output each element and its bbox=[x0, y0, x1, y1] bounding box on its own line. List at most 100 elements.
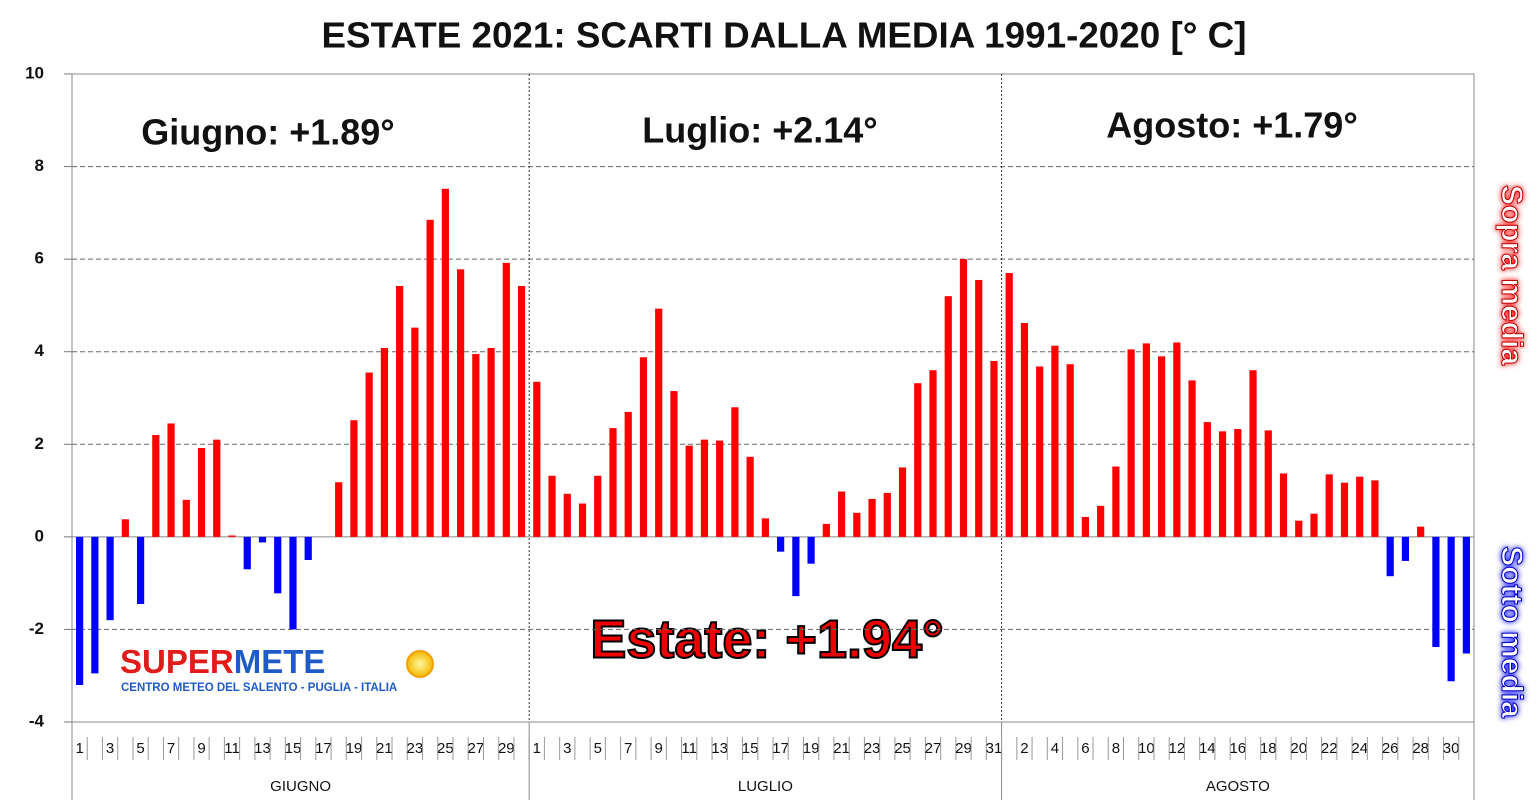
x-tick-label: 14 bbox=[1199, 740, 1216, 757]
bar bbox=[883, 492, 891, 537]
x-tick-label: 17 bbox=[772, 740, 789, 757]
bar bbox=[304, 536, 312, 560]
plot-frame bbox=[71, 73, 1475, 723]
logo: SUPERMETE CENTRO METEO DEL SALENTO - PUG… bbox=[120, 643, 434, 694]
x-tick-label: 9 bbox=[197, 740, 205, 757]
bar bbox=[853, 512, 861, 537]
bar bbox=[594, 475, 602, 537]
bar bbox=[609, 428, 617, 537]
bar bbox=[1447, 536, 1455, 682]
logo-text: SUPERMETE bbox=[120, 643, 325, 680]
bar bbox=[456, 269, 465, 537]
bar bbox=[1432, 536, 1440, 648]
x-tick-label: 7 bbox=[167, 740, 175, 757]
x-tick-label: 23 bbox=[407, 740, 424, 757]
bar bbox=[502, 262, 510, 537]
x-tick-label: 29 bbox=[955, 740, 972, 757]
bar bbox=[396, 285, 404, 537]
bar bbox=[243, 536, 251, 570]
bar bbox=[1279, 473, 1288, 537]
x-tick-label: 23 bbox=[864, 740, 881, 757]
y-tick-label: 8 bbox=[35, 156, 44, 175]
group-label: AGOSTO bbox=[1206, 778, 1270, 795]
bar bbox=[121, 519, 129, 537]
group-label: GIUGNO bbox=[270, 778, 331, 795]
bar bbox=[365, 372, 373, 537]
x-tick-label: 30 bbox=[1443, 740, 1460, 757]
bar bbox=[426, 219, 434, 537]
x-tick-label: 15 bbox=[285, 740, 302, 757]
bar bbox=[258, 536, 267, 543]
bar bbox=[106, 536, 114, 621]
bar bbox=[868, 498, 876, 537]
bar bbox=[639, 357, 648, 537]
bar bbox=[380, 348, 389, 537]
x-tick-label: 12 bbox=[1168, 740, 1185, 757]
bar bbox=[487, 348, 495, 537]
annotation: Agosto: +1.79° bbox=[1106, 105, 1357, 146]
x-tick-label: 21 bbox=[376, 740, 393, 757]
group-label: LUGLIO bbox=[738, 778, 793, 795]
y-tick-label: 10 bbox=[25, 63, 44, 82]
x-tick-label: 25 bbox=[437, 740, 454, 757]
bar bbox=[411, 327, 419, 537]
chart-title: ESTATE 2021: SCARTI DALLA MEDIA 1991-202… bbox=[322, 15, 1247, 56]
x-tick-label: 4 bbox=[1051, 740, 1059, 757]
bar bbox=[1188, 380, 1196, 537]
logo-part: METE bbox=[234, 643, 326, 680]
bar bbox=[1036, 366, 1044, 537]
x-tick-label: 16 bbox=[1229, 740, 1246, 757]
x-tick-label: 13 bbox=[254, 740, 271, 757]
bar bbox=[1310, 513, 1318, 537]
x-tick-label: 19 bbox=[346, 740, 363, 757]
x-tick-label: 11 bbox=[681, 740, 697, 757]
bar bbox=[1295, 520, 1303, 537]
x-tick-label: 26 bbox=[1382, 740, 1399, 757]
bar bbox=[76, 536, 84, 685]
bar bbox=[1097, 505, 1105, 537]
bar bbox=[1417, 526, 1425, 537]
bar bbox=[1325, 474, 1333, 537]
bar bbox=[289, 536, 297, 630]
x-tick-label: 2 bbox=[1020, 740, 1028, 757]
bar bbox=[578, 503, 587, 537]
bar bbox=[1020, 323, 1029, 537]
bar bbox=[1081, 516, 1090, 537]
bar bbox=[944, 296, 952, 537]
x-tick-label: 17 bbox=[315, 740, 332, 757]
annotation: Luglio: +2.14° bbox=[642, 110, 877, 151]
x-tick-label: 20 bbox=[1290, 740, 1307, 757]
bar bbox=[1157, 356, 1166, 537]
y-tick-label: 6 bbox=[35, 249, 44, 268]
x-tick-label: 18 bbox=[1260, 740, 1277, 757]
x-tick-label: 21 bbox=[833, 740, 850, 757]
bar bbox=[837, 491, 846, 537]
bar bbox=[167, 423, 175, 537]
bar bbox=[228, 535, 236, 537]
bar bbox=[136, 536, 145, 604]
bar bbox=[731, 407, 739, 537]
bar bbox=[533, 381, 541, 537]
x-tick-label: 22 bbox=[1321, 740, 1338, 757]
bar bbox=[959, 259, 968, 537]
bar bbox=[1264, 430, 1272, 537]
y-tick-label: -2 bbox=[29, 619, 44, 638]
bar bbox=[213, 439, 221, 537]
bar bbox=[777, 536, 785, 552]
x-tick-label: 11 bbox=[224, 740, 240, 757]
x-tick-label: 27 bbox=[467, 740, 484, 757]
x-tick-label: 1 bbox=[533, 740, 541, 757]
x-tick-label: 25 bbox=[894, 740, 911, 757]
x-tick-label: 29 bbox=[498, 740, 515, 757]
bar bbox=[1234, 429, 1242, 537]
x-tick-label: 31 bbox=[986, 740, 1003, 757]
bar bbox=[441, 188, 449, 537]
bar bbox=[624, 411, 632, 537]
bar bbox=[914, 383, 922, 537]
bar bbox=[1249, 370, 1257, 537]
x-tick-label: 13 bbox=[711, 740, 728, 757]
bar bbox=[1051, 345, 1059, 537]
y-tick-label: -4 bbox=[29, 711, 45, 730]
bar bbox=[548, 475, 556, 537]
bar bbox=[807, 536, 815, 564]
